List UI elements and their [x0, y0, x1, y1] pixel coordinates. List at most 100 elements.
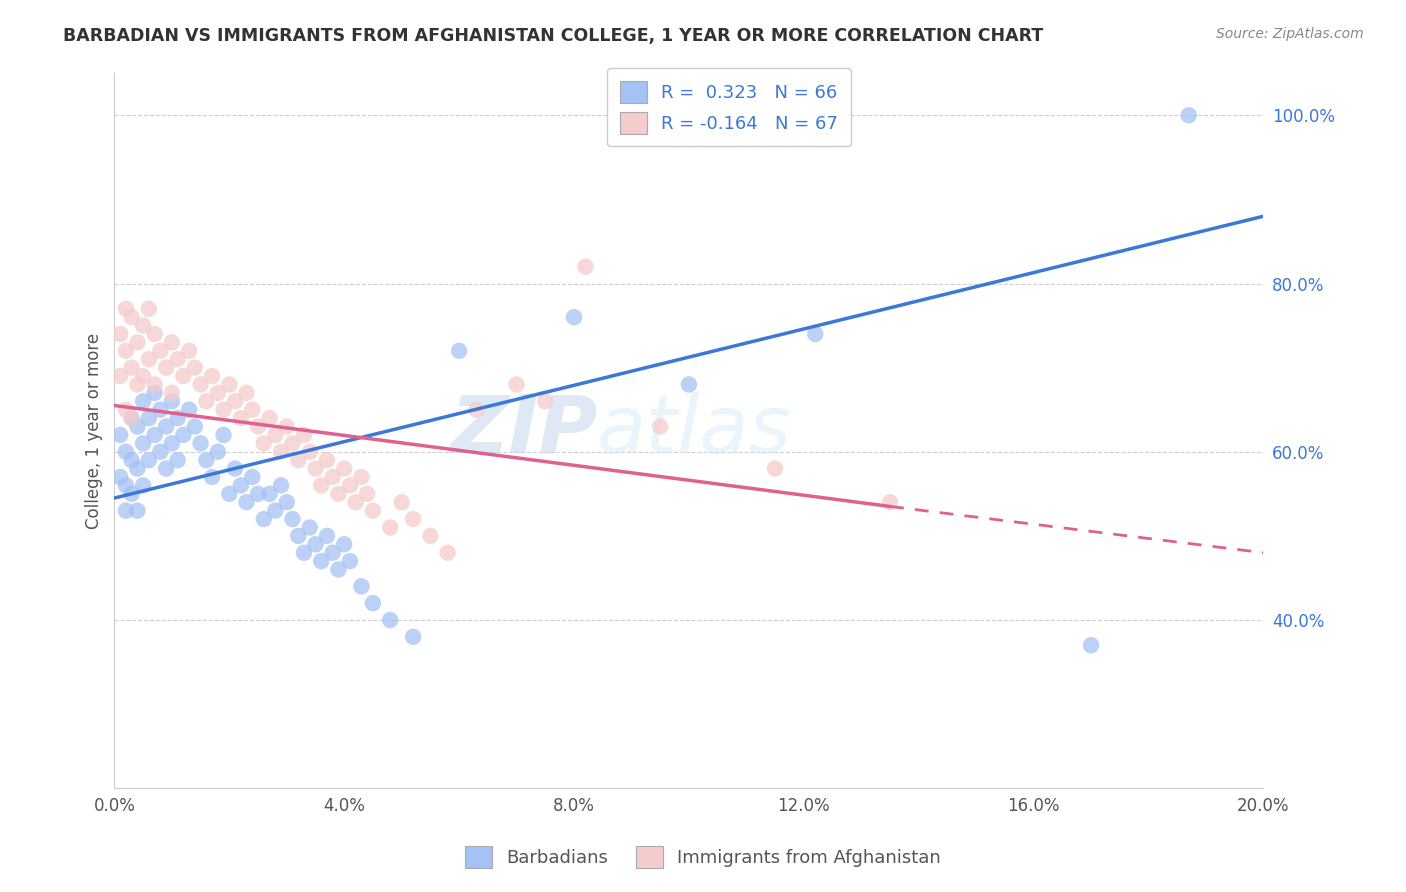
Point	[247, 487, 270, 501]
Point	[339, 478, 361, 492]
Point	[149, 444, 172, 458]
Point	[108, 369, 131, 384]
Point	[115, 343, 138, 358]
Point	[253, 436, 276, 450]
Point	[298, 444, 321, 458]
Point	[333, 461, 356, 475]
Point	[264, 428, 287, 442]
Point	[235, 495, 257, 509]
Point	[207, 385, 229, 400]
Point	[287, 453, 309, 467]
Point	[184, 360, 207, 375]
Point	[229, 411, 252, 425]
Text: Source: ZipAtlas.com: Source: ZipAtlas.com	[1216, 27, 1364, 41]
Point	[127, 419, 149, 434]
Point	[218, 487, 240, 501]
Point	[149, 343, 172, 358]
Point	[121, 310, 143, 325]
Point	[138, 301, 160, 316]
Point	[322, 470, 344, 484]
Point	[195, 453, 218, 467]
Point	[240, 402, 263, 417]
Legend: R =  0.323   N = 66, R = -0.164   N = 67: R = 0.323 N = 66, R = -0.164 N = 67	[607, 68, 851, 146]
Point	[160, 385, 183, 400]
Point	[253, 512, 276, 526]
Legend: Barbadians, Immigrants from Afghanistan: Barbadians, Immigrants from Afghanistan	[454, 835, 952, 879]
Point	[304, 461, 326, 475]
Point	[298, 520, 321, 534]
Point	[574, 260, 596, 274]
Point	[350, 470, 373, 484]
Point	[115, 478, 138, 492]
Point	[160, 335, 183, 350]
Point	[127, 461, 149, 475]
Point	[350, 579, 373, 593]
Point	[155, 419, 177, 434]
Point	[229, 478, 252, 492]
Point	[361, 596, 384, 610]
Y-axis label: College, 1 year or more: College, 1 year or more	[86, 333, 103, 529]
Point	[650, 419, 672, 434]
Point	[190, 436, 212, 450]
Point	[127, 503, 149, 517]
Point	[115, 503, 138, 517]
Point	[121, 360, 143, 375]
Point	[121, 411, 143, 425]
Point	[270, 444, 292, 458]
Point	[380, 520, 402, 534]
Point	[562, 310, 585, 325]
Point	[281, 512, 304, 526]
Point	[121, 453, 143, 467]
Point	[155, 360, 177, 375]
Point	[1080, 638, 1102, 652]
Point	[212, 428, 235, 442]
Point	[449, 343, 471, 358]
Point	[127, 377, 149, 392]
Point	[309, 554, 332, 568]
Point	[195, 394, 218, 409]
Point	[316, 529, 339, 543]
Point	[259, 411, 281, 425]
Point	[132, 478, 155, 492]
Point	[177, 402, 200, 417]
Point	[292, 428, 315, 442]
Point	[166, 453, 188, 467]
Point	[224, 394, 246, 409]
Point	[264, 503, 287, 517]
Point	[304, 537, 326, 551]
Point	[115, 402, 138, 417]
Point	[505, 377, 527, 392]
Point	[143, 385, 166, 400]
Point	[339, 554, 361, 568]
Point	[190, 377, 212, 392]
Point	[108, 470, 131, 484]
Point	[259, 487, 281, 501]
Point	[292, 546, 315, 560]
Point	[166, 352, 188, 367]
Point	[224, 461, 246, 475]
Point	[879, 495, 901, 509]
Point	[276, 495, 298, 509]
Point	[177, 343, 200, 358]
Point	[143, 377, 166, 392]
Point	[436, 546, 458, 560]
Text: BARBADIAN VS IMMIGRANTS FROM AFGHANISTAN COLLEGE, 1 YEAR OR MORE CORRELATION CHA: BARBADIAN VS IMMIGRANTS FROM AFGHANISTAN…	[63, 27, 1043, 45]
Point	[108, 326, 131, 341]
Point	[207, 444, 229, 458]
Point	[172, 428, 194, 442]
Point	[184, 419, 207, 434]
Point	[132, 318, 155, 333]
Point	[309, 478, 332, 492]
Point	[316, 453, 339, 467]
Point	[166, 411, 188, 425]
Point	[328, 562, 350, 576]
Point	[121, 411, 143, 425]
Point	[121, 487, 143, 501]
Point	[201, 470, 224, 484]
Point	[240, 470, 263, 484]
Point	[402, 512, 425, 526]
Point	[160, 394, 183, 409]
Point	[160, 436, 183, 450]
Point	[402, 630, 425, 644]
Point	[132, 436, 155, 450]
